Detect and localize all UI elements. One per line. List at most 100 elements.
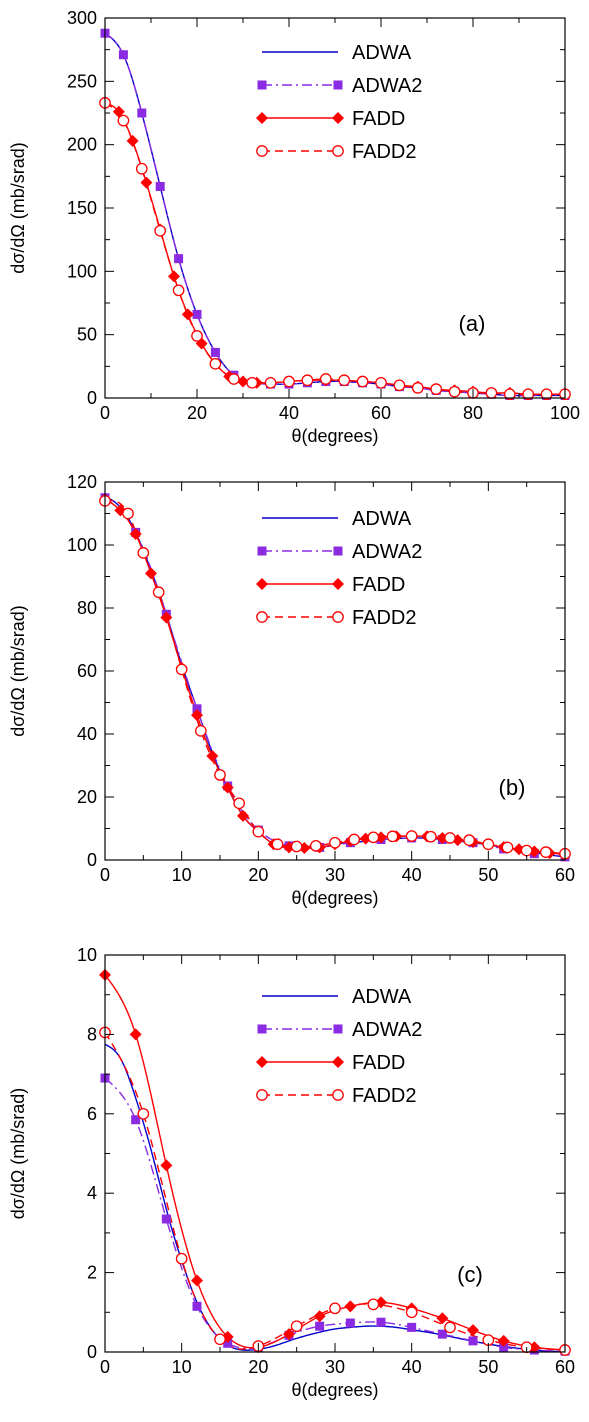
- data-point-fadd2: [137, 1107, 150, 1120]
- legend-marker: [256, 1089, 268, 1101]
- legend-marker: [333, 1024, 343, 1034]
- legend-marker: [332, 112, 344, 124]
- chart-panel-3: 0 10 20 30 40 50 60 0 2 4 6 8 10 θ(degrees) dσ/dΩ (mb/…: [8, 945, 575, 1400]
- data-point-fadd: [467, 1324, 479, 1337]
- data-point-fadd2: [152, 586, 165, 599]
- x-axis-title: θ(degrees): [291, 888, 378, 908]
- data-point-fadd2: [348, 833, 361, 846]
- x-tick-label: 30: [325, 1357, 345, 1377]
- y-tick-label: 0: [87, 1342, 97, 1362]
- plot-frame: [104, 481, 566, 861]
- data-point-adwa2: [192, 309, 202, 319]
- data-point-fadd2: [367, 1298, 380, 1311]
- legend-marker: [332, 1089, 344, 1101]
- data-point-adwa2: [407, 1322, 417, 1332]
- data-point-fadd2: [411, 382, 424, 394]
- x-tick-label: 10: [172, 865, 192, 885]
- series-line-fadd2: [105, 102, 565, 396]
- data-point-fadd2: [309, 839, 322, 852]
- x-tick-label: 0: [100, 403, 110, 423]
- data-point-adwa2: [437, 1329, 447, 1339]
- x-tick-label: 10: [172, 1357, 192, 1377]
- panel-label: (b): [499, 775, 526, 800]
- data-point-adwa2: [192, 704, 202, 714]
- data-point-fadd: [129, 527, 142, 540]
- panel-label: (a): [459, 311, 486, 336]
- data-point-fadd2: [430, 383, 443, 395]
- data-point-fadd: [168, 270, 180, 283]
- legend-marker: [257, 546, 267, 556]
- data-point-adwa2: [174, 254, 184, 264]
- y-tick-label: 4: [87, 1183, 97, 1203]
- data-point-fadd2: [405, 830, 418, 842]
- data-point-fadd2: [444, 832, 456, 844]
- data-point-fadd2: [191, 330, 203, 342]
- y-tick-label: 100: [67, 261, 97, 281]
- data-point-adwa2: [210, 347, 220, 357]
- y-tick-label: 200: [67, 135, 97, 155]
- data-point-fadd: [436, 1312, 449, 1325]
- legend-label: FADD: [352, 1052, 405, 1074]
- data-point-fadd2: [448, 385, 461, 398]
- legend-marker: [332, 145, 344, 157]
- legend-marker: [257, 1024, 267, 1034]
- legend-label: FADD: [352, 108, 405, 130]
- series-line-fadd2: [105, 1032, 565, 1351]
- data-point-fadd: [126, 134, 139, 147]
- data-point-fadd: [160, 611, 173, 624]
- data-point-fadd2: [375, 376, 387, 389]
- data-point-fadd2: [252, 825, 265, 838]
- data-point-adwa2: [131, 1115, 141, 1125]
- data-point-adwa2: [155, 181, 165, 191]
- data-point-fadd2: [503, 388, 516, 401]
- data-point-fadd2: [501, 841, 514, 854]
- chart-panel-2: 0 10 20 30 40 50 60 0 20 40 60 80 100 120 θ(degrees) dσ…: [8, 472, 575, 908]
- data-point-fadd: [129, 1028, 142, 1041]
- x-tick-label: 60: [371, 403, 391, 423]
- data-point-fadd2: [175, 1252, 188, 1265]
- data-point-fadd: [221, 781, 234, 794]
- y-tick-label: 150: [67, 198, 97, 218]
- legend-marker: [332, 1056, 344, 1068]
- data-point-fadd: [140, 176, 153, 189]
- x-axis-title: θ(degrees): [291, 426, 378, 446]
- data-point-fadd2: [367, 831, 380, 844]
- data-point-fadd2: [424, 830, 437, 843]
- legend: ADWA ADWA2 FADD FADD2: [256, 986, 422, 1107]
- data-point-fadd: [191, 709, 203, 722]
- data-point-fadd2: [172, 284, 185, 297]
- y-tick-label: 80: [77, 598, 97, 618]
- data-point-fadd2: [175, 663, 188, 676]
- data-point-adwa2: [118, 50, 128, 60]
- x-tick-label: 60: [555, 865, 575, 885]
- data-point-fadd2: [290, 840, 303, 853]
- data-point-fadd2: [356, 375, 369, 388]
- data-point-fadd2: [463, 834, 476, 847]
- data-point-fadd2: [137, 547, 150, 559]
- data-point-fadd: [344, 1300, 357, 1313]
- legend-label: ADWA: [352, 986, 412, 1008]
- data-point-fadd: [237, 375, 249, 388]
- x-tick-label: 30: [325, 865, 345, 885]
- x-tick-label: 0: [100, 865, 110, 885]
- data-point-adwa2: [499, 1342, 509, 1352]
- data-point-adwa2: [137, 108, 147, 118]
- y-tick-label: 10: [77, 945, 97, 965]
- x-tick-label: 50: [478, 865, 498, 885]
- x-tick-label: 40: [402, 865, 422, 885]
- data-point-fadd2: [122, 507, 134, 520]
- legend-marker: [332, 611, 344, 623]
- x-tick-label: 20: [248, 865, 268, 885]
- data-point-fadd: [206, 750, 219, 763]
- data-point-fadd2: [117, 114, 130, 127]
- legend-marker: [257, 80, 267, 90]
- data-point-fadd2: [520, 844, 533, 857]
- legend-marker: [333, 546, 343, 556]
- legend-label: FADD2: [352, 607, 416, 629]
- data-point-adwa2: [315, 1321, 325, 1331]
- y-tick-label: 60: [77, 661, 97, 681]
- legend-label: FADD: [352, 574, 405, 596]
- data-point-fadd2: [329, 836, 341, 849]
- data-point-fadd2: [485, 387, 498, 399]
- data-point-fadd2: [405, 1306, 418, 1319]
